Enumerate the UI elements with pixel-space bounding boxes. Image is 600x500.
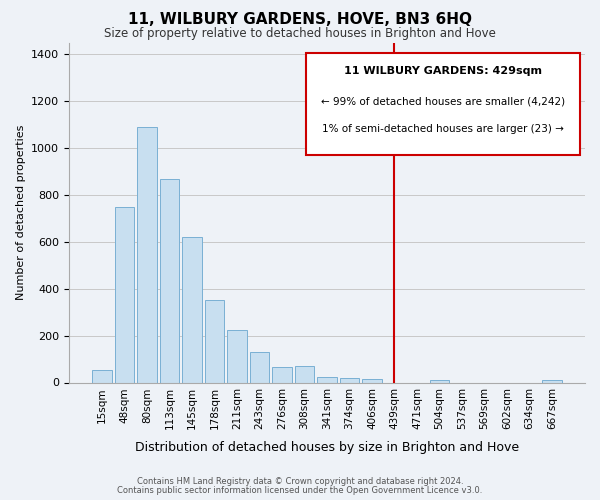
FancyBboxPatch shape <box>307 52 580 154</box>
Bar <box>92 370 112 382</box>
Bar <box>227 330 247 382</box>
Text: ← 99% of detached houses are smaller (4,242): ← 99% of detached houses are smaller (4,… <box>321 97 565 107</box>
Bar <box>250 352 269 382</box>
Bar <box>160 178 179 382</box>
Text: Size of property relative to detached houses in Brighton and Hove: Size of property relative to detached ho… <box>104 28 496 40</box>
Bar <box>272 368 292 382</box>
Bar <box>182 237 202 382</box>
Text: 1% of semi-detached houses are larger (23) →: 1% of semi-detached houses are larger (2… <box>322 124 564 134</box>
X-axis label: Distribution of detached houses by size in Brighton and Hove: Distribution of detached houses by size … <box>135 440 519 454</box>
Bar <box>430 380 449 382</box>
Text: 11, WILBURY GARDENS, HOVE, BN3 6HQ: 11, WILBURY GARDENS, HOVE, BN3 6HQ <box>128 12 472 28</box>
Text: Contains public sector information licensed under the Open Government Licence v3: Contains public sector information licen… <box>118 486 482 495</box>
Bar <box>295 366 314 382</box>
Bar <box>340 378 359 382</box>
Bar <box>362 379 382 382</box>
Text: 11 WILBURY GARDENS: 429sqm: 11 WILBURY GARDENS: 429sqm <box>344 66 542 76</box>
Bar <box>205 300 224 382</box>
Bar <box>137 127 157 382</box>
Y-axis label: Number of detached properties: Number of detached properties <box>16 125 26 300</box>
Text: Contains HM Land Registry data © Crown copyright and database right 2024.: Contains HM Land Registry data © Crown c… <box>137 477 463 486</box>
Bar <box>317 376 337 382</box>
Bar <box>115 206 134 382</box>
Bar <box>542 380 562 382</box>
